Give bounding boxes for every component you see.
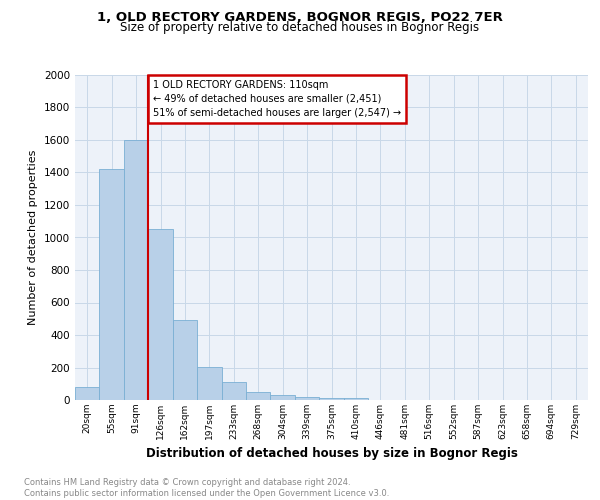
Bar xyxy=(100,169,124,400)
Text: Contains HM Land Registry data © Crown copyright and database right 2024.
Contai: Contains HM Land Registry data © Crown c… xyxy=(24,478,389,498)
Bar xyxy=(271,396,295,400)
Bar xyxy=(344,398,368,400)
Bar xyxy=(295,397,319,400)
Bar xyxy=(75,387,100,400)
Text: 1, OLD RECTORY GARDENS, BOGNOR REGIS, PO22 7ER: 1, OLD RECTORY GARDENS, BOGNOR REGIS, PO… xyxy=(97,11,503,24)
X-axis label: Distribution of detached houses by size in Bognor Regis: Distribution of detached houses by size … xyxy=(146,448,517,460)
Bar xyxy=(173,320,197,400)
Bar xyxy=(221,382,246,400)
Text: 1 OLD RECTORY GARDENS: 110sqm
← 49% of detached houses are smaller (2,451)
51% o: 1 OLD RECTORY GARDENS: 110sqm ← 49% of d… xyxy=(153,80,401,118)
Bar xyxy=(319,398,344,400)
Bar xyxy=(148,230,173,400)
Text: Size of property relative to detached houses in Bognor Regis: Size of property relative to detached ho… xyxy=(121,21,479,34)
Bar xyxy=(246,392,271,400)
Y-axis label: Number of detached properties: Number of detached properties xyxy=(28,150,38,325)
Bar xyxy=(124,140,148,400)
Bar xyxy=(197,366,221,400)
